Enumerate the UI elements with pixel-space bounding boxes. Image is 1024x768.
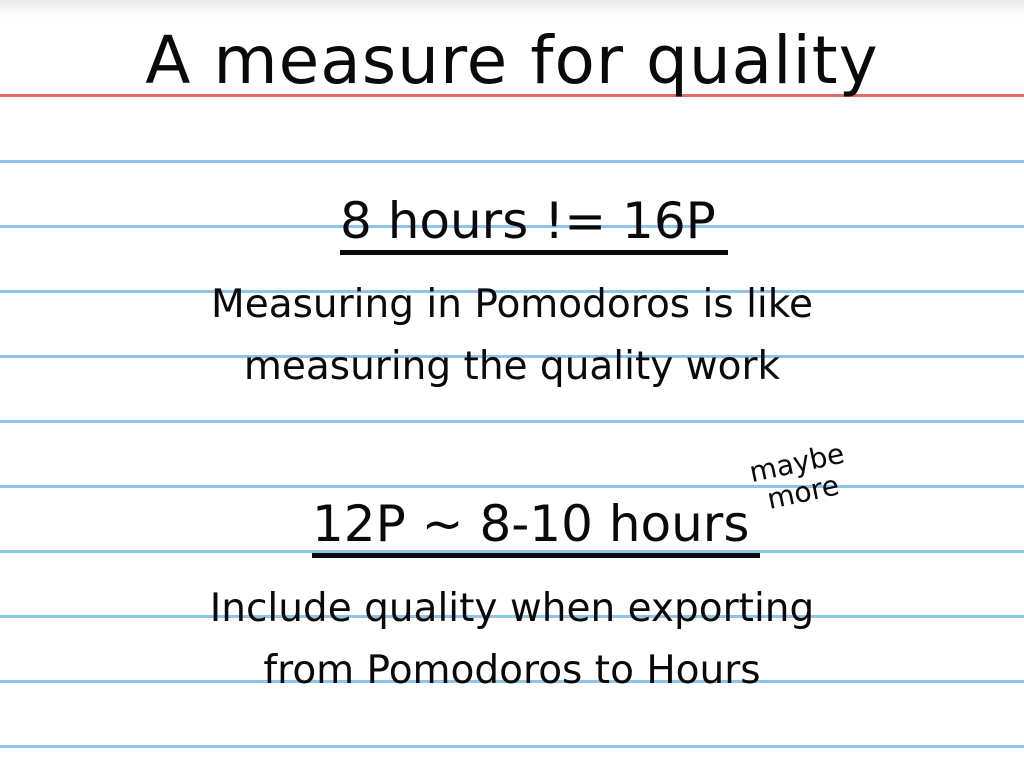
- section2-body: Include quality when exporting from Pomo…: [0, 578, 1024, 702]
- ruled-line: [0, 680, 1024, 683]
- ruled-line: [0, 290, 1024, 293]
- ruled-line: [0, 160, 1024, 163]
- ruled-line: [0, 355, 1024, 358]
- section1-body: Measuring in Pomodoros is like measuring…: [0, 274, 1024, 398]
- section1-body-line2: measuring the quality work: [243, 344, 781, 389]
- ruled-line: [0, 485, 1024, 488]
- section1-body-line1: Measuring in Pomodoros is like: [211, 282, 813, 327]
- ruled-line: [0, 550, 1024, 553]
- margin-rule: [0, 94, 1024, 97]
- section2-heading: 12P ~ 8-10 hours: [312, 498, 760, 558]
- section1-heading: 8 hours != 16P: [340, 195, 728, 255]
- ruled-line: [0, 225, 1024, 228]
- ruled-line: [0, 420, 1024, 423]
- slide-title: A measure for quality: [145, 22, 879, 99]
- card-top-shadow: [0, 0, 1024, 18]
- section2-body-line1: Include quality when exporting: [209, 586, 815, 631]
- ruled-line: [0, 615, 1024, 618]
- ruled-line: [0, 745, 1024, 748]
- section2-body-line2: from Pomodoros to Hours: [263, 648, 761, 693]
